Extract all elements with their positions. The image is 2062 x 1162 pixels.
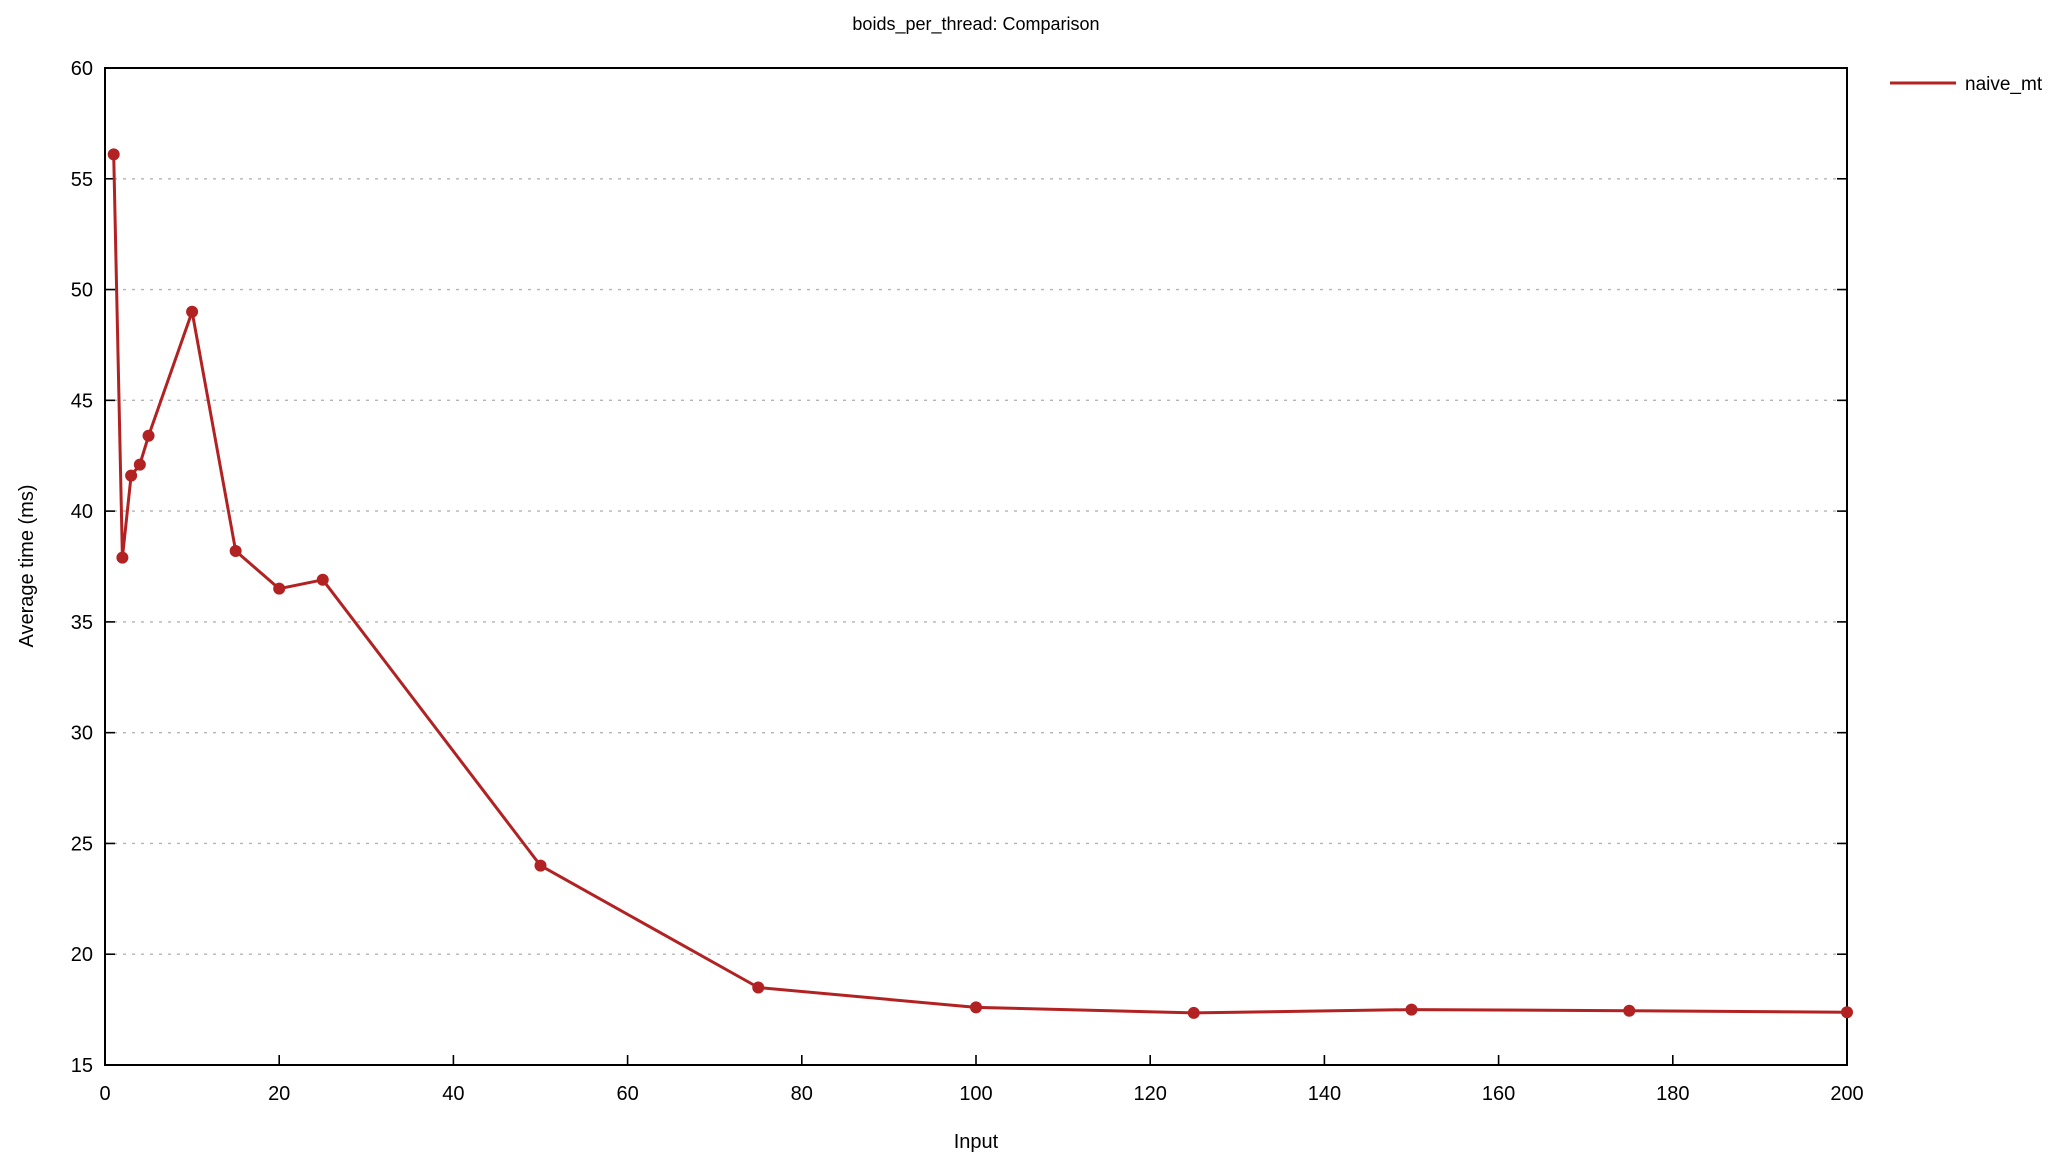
gridlines — [105, 178, 1847, 955]
x-tick-label: 20 — [268, 1083, 290, 1105]
y-tick-label: 60 — [71, 58, 93, 80]
legend: naive_mt — [1890, 74, 2043, 95]
data-point — [1405, 1003, 1418, 1016]
data-point — [1841, 1006, 1853, 1019]
x-tick-label: 60 — [616, 1083, 638, 1105]
y-tick-label: 25 — [71, 833, 93, 855]
data-point — [229, 544, 242, 557]
data-point — [116, 551, 129, 564]
y-tick-label: 45 — [71, 390, 93, 412]
data-point — [316, 573, 329, 586]
data-point — [186, 305, 199, 318]
legend-label-naive-mt: naive_mt — [1965, 74, 2043, 95]
plot-frame — [104, 67, 1848, 1066]
series-layer — [107, 148, 1853, 1019]
data-point — [1623, 1004, 1636, 1017]
axis-ticks: 15 20 25 30 35 40 45 50 55 60 0 20 40 60 80 100 120 140 16… — [71, 58, 1864, 1105]
x-tick-label: 120 — [1134, 1083, 1167, 1105]
data-point — [273, 582, 286, 595]
data-point — [107, 148, 120, 161]
y-axis-label: Average time (ms) — [16, 484, 38, 647]
series-line-0 — [112, 154, 1848, 1015]
y-tick-label: 40 — [71, 501, 93, 523]
x-axis-label: Input — [954, 1131, 999, 1153]
y-tick-label: 35 — [71, 612, 93, 634]
data-point — [1187, 1006, 1200, 1019]
y-tick-label: 55 — [71, 169, 93, 191]
data-point — [142, 429, 155, 442]
y-tick-label: 15 — [71, 1055, 93, 1077]
data-point — [133, 458, 146, 471]
x-tick-label: 40 — [442, 1083, 464, 1105]
chart-title: boids_per_thread: Comparison — [852, 14, 1099, 35]
data-point — [125, 469, 138, 482]
x-tick-label: 100 — [959, 1083, 992, 1105]
x-tick-label: 80 — [791, 1083, 813, 1105]
x-tick-label: 180 — [1656, 1083, 1689, 1105]
y-tick-label: 30 — [71, 723, 93, 745]
y-tick-label: 20 — [71, 944, 93, 966]
y-tick-label: 50 — [71, 280, 93, 302]
data-point — [534, 859, 547, 872]
x-tick-label: 200 — [1830, 1083, 1863, 1105]
data-point — [752, 981, 765, 994]
x-tick-label: 0 — [99, 1083, 110, 1105]
data-point — [970, 1001, 982, 1014]
x-tick-label: 140 — [1308, 1083, 1341, 1105]
x-tick-label: 160 — [1482, 1083, 1515, 1105]
